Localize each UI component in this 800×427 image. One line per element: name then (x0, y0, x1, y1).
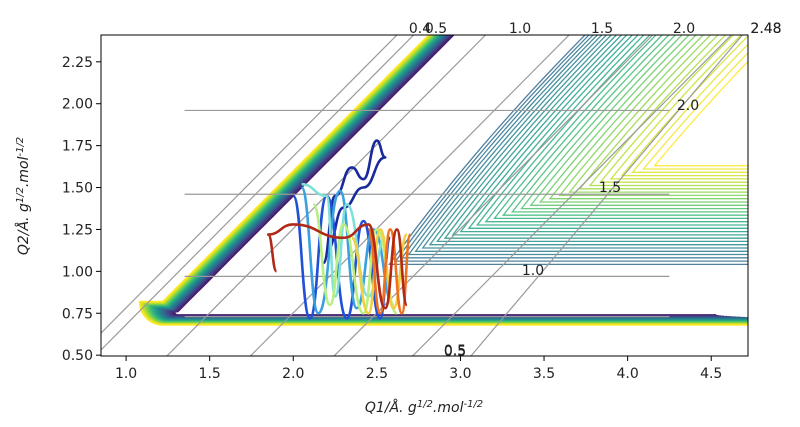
skew-top-label: 1.5 (591, 21, 613, 37)
skew-grid-line (101, 35, 415, 351)
skew-top-label: 1.0 (509, 21, 531, 37)
contour-line (631, 43, 748, 173)
y-tick-label: 0.50 (62, 348, 93, 364)
contour-line (599, 35, 748, 183)
contour-line (138, 35, 748, 326)
contour-line (388, 35, 748, 266)
contour-line (421, 35, 748, 249)
skew-grid-line (470, 35, 744, 356)
skew-top-label: 0.4 (409, 21, 431, 37)
y-axis-label: Q2/Å. g1/2.mol-1/2 (15, 137, 33, 255)
trajectory-line (292, 194, 392, 320)
x-axis-label: Q1/Å. g1/2.mol-1/2 (365, 399, 483, 417)
contour-layer (138, 35, 748, 326)
trajectory-line (300, 186, 395, 315)
contour-line (520, 35, 748, 210)
contour-line (529, 35, 748, 206)
contour-line (443, 35, 748, 239)
skew-top-label: 0.5 (425, 21, 447, 37)
contour-line (459, 35, 748, 233)
skew-right-label: 0.5 (444, 343, 466, 359)
y-axis: 0.50 0.75 1.00 1.25 1.50 1.75 2.00 2.25 (62, 55, 101, 364)
trajectory-layer (266, 139, 412, 320)
contour-line (407, 35, 748, 256)
y-tick-label: 2.25 (62, 55, 93, 71)
skew-grid-line (249, 35, 570, 356)
y-tick-label: 1.25 (62, 222, 93, 238)
x-tick-label: 2.5 (366, 366, 388, 382)
contour-line (510, 35, 748, 213)
contour-line (568, 35, 748, 193)
x-tick-label: 1.5 (199, 366, 221, 382)
skewed-grid-labels: 0.40.5 1.0 1.5 2.0 2.482.482.01.51.00.50.5 (409, 21, 782, 360)
skew-grid-line (101, 35, 398, 334)
contour-line (501, 35, 748, 216)
skew-grid-line (166, 35, 486, 356)
x-tick-label: 3.0 (449, 366, 471, 382)
contour-line (400, 35, 748, 259)
x-tick-label: 4.5 (700, 366, 722, 382)
trajectory-line (312, 203, 399, 315)
skew-top-label: 2.48 (750, 21, 781, 37)
x-tick-label: 3.5 (533, 366, 555, 382)
y-tick-label: 1.50 (62, 181, 93, 197)
contour-line (467, 35, 748, 229)
skew-grid-line (411, 35, 732, 356)
y-tick-label: 1.75 (62, 139, 93, 155)
skew-right-label: 2.0 (677, 98, 699, 114)
skewed-grid (101, 35, 744, 356)
contour-line (578, 35, 748, 190)
contour-line (475, 35, 748, 226)
skew-right-label: 0.5 (444, 344, 466, 360)
y-tick-label: 0.75 (62, 306, 93, 322)
contour-line (414, 35, 748, 252)
contour-line (609, 35, 748, 180)
x-tick-label: 4.0 (616, 366, 638, 382)
contour-line (394, 35, 748, 262)
skew-right-label: 1.5 (599, 180, 621, 196)
y-tick-label: 2.00 (62, 97, 93, 113)
contour-line (653, 60, 748, 167)
trajectory-line (266, 223, 409, 310)
y-tick-label: 1.00 (62, 264, 93, 280)
skew-right-label: 1.0 (522, 263, 544, 279)
contour-line (428, 35, 748, 246)
contour-line (548, 35, 748, 200)
skew-top-label: 2.0 (673, 21, 695, 37)
contour-line (558, 35, 748, 197)
skew-grid-line (333, 35, 654, 356)
x-axis: 1.0 1.5 2.0 2.5 3.0 3.5 4.0 4.5 (115, 356, 722, 382)
x-tick-label: 2.0 (282, 366, 304, 382)
skew-right-label: 2.48 (750, 21, 781, 37)
contour-line (484, 35, 748, 223)
contour-line (451, 35, 748, 236)
contour-line (436, 35, 748, 243)
plot-frame (100, 34, 749, 357)
x-tick-label: 1.0 (115, 366, 137, 382)
contour-line (538, 35, 748, 203)
